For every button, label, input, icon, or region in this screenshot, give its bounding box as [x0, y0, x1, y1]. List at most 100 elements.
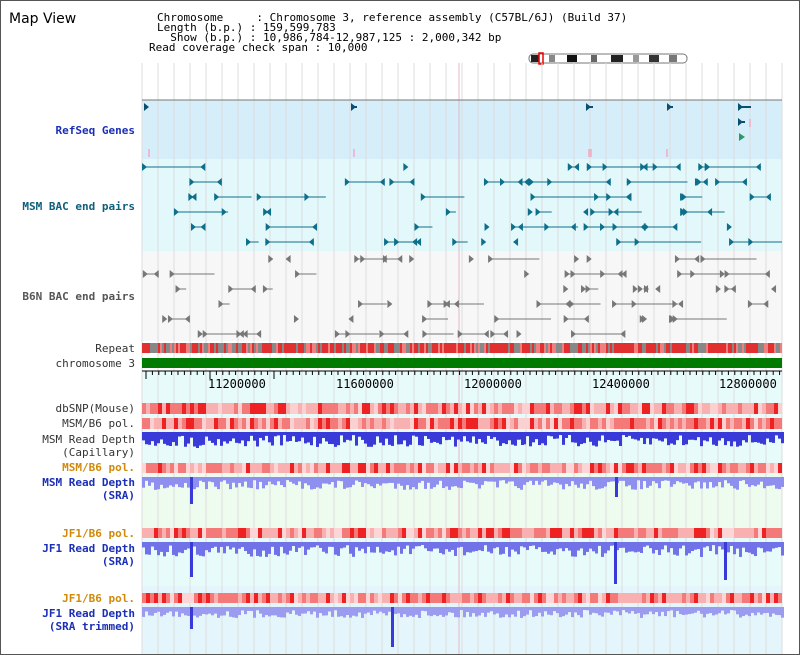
depth-bar: [511, 607, 514, 615]
track-label-jf1-b6-pol-2[interactable]: JF1/B6 pol.: [62, 592, 135, 605]
heat-cell: [510, 403, 514, 414]
repeat-segment: [462, 343, 464, 353]
depth-bar: [160, 542, 163, 552]
track-label-line: (SRA): [101, 489, 135, 502]
heat-cell: [554, 403, 558, 414]
track-label-refseq[interactable]: RefSeq Genes: [55, 124, 135, 137]
depth-bar: [745, 432, 748, 443]
heat-cell: [482, 593, 486, 603]
depth-bar: [631, 542, 634, 552]
depth-bar: [424, 432, 427, 437]
heat-cell: [318, 528, 322, 538]
heat-cell: [162, 418, 166, 429]
heat-cell: [638, 463, 642, 473]
heat-cell: [362, 463, 366, 473]
heat-cell: [262, 528, 266, 538]
depth-bar: [289, 542, 292, 551]
track-label-msm-bac[interactable]: MSM BAC end pairs: [22, 200, 135, 213]
bac-end-marker: [672, 300, 678, 308]
heat-cell: [458, 593, 462, 603]
repeat-segment: [554, 343, 556, 353]
depth-bar: [544, 432, 547, 446]
depth-bar: [649, 432, 652, 445]
heat-cell: [414, 403, 418, 414]
repeat-segment: [756, 343, 758, 353]
depth-bar: [214, 607, 217, 614]
repeat-segment: [434, 343, 436, 353]
depth-bar: [400, 607, 403, 618]
bac-end-marker: [308, 238, 314, 246]
track-label-msm-depth-sra[interactable]: MSM Read Depth (SRA): [1, 476, 135, 502]
repeat-segment: [398, 343, 400, 353]
depth-bar: [418, 542, 421, 547]
repeat-segment: [650, 343, 652, 353]
depth-bar: [220, 607, 223, 616]
depth-bar: [268, 432, 271, 443]
heat-cell: [606, 403, 610, 414]
bac-end-marker: [266, 208, 272, 216]
depth-bar: [508, 432, 511, 441]
depth-bar: [340, 542, 343, 549]
heat-cell: [386, 418, 390, 429]
track-label-dbsnp[interactable]: dbSNP(Mouse): [55, 402, 135, 415]
heat-cell: [358, 403, 362, 414]
depth-bar: [157, 432, 160, 444]
track-label-jf1-depth-trimmed[interactable]: JF1 Read Depth (SRA trimmed): [1, 607, 135, 633]
ideogram-current-region[interactable]: [538, 52, 544, 65]
heat-cell: [682, 418, 686, 429]
depth-bar: [622, 542, 625, 548]
depth-bar: [331, 542, 334, 547]
heat-cell: [738, 528, 742, 538]
depth-bar: [442, 607, 445, 617]
depth-bar: [526, 432, 529, 437]
heat-cell: [370, 418, 374, 429]
heat-cell: [646, 463, 650, 473]
heat-cell: [378, 593, 382, 603]
depth-bar: [421, 542, 424, 546]
bac-end-marker: [620, 330, 626, 338]
depth-bar: [523, 607, 526, 617]
heat-cell: [294, 403, 298, 414]
heat-cell: [258, 528, 262, 538]
depth-bar: [742, 477, 745, 481]
repeat-segment: [272, 343, 274, 353]
track-label-line: JF1 Read Depth: [42, 607, 135, 620]
depth-bar: [238, 477, 241, 483]
track-label-jf1-b6-pol[interactable]: JF1/B6 pol.: [62, 527, 135, 540]
track-label-msm-b6-pol-2[interactable]: MSM/B6 pol.: [62, 461, 135, 474]
heat-cell: [150, 528, 154, 538]
bac-end-marker: [162, 315, 168, 323]
gene-arrow: [738, 118, 743, 126]
bac-end-marker: [763, 300, 769, 308]
repeat-segment: [736, 343, 738, 353]
track-label-b6n-bac[interactable]: B6N BAC end pairs: [22, 290, 135, 303]
track-label-jf1-depth-sra[interactable]: JF1 Read Depth (SRA): [1, 542, 135, 568]
bac-end-marker: [153, 270, 159, 278]
chromosome-ideogram[interactable]: [528, 52, 688, 65]
depth-bar: [718, 432, 721, 441]
heat-cell: [382, 418, 386, 429]
depth-bar: [148, 477, 151, 486]
heat-cell: [398, 418, 402, 429]
heat-cell: [710, 403, 714, 414]
heat-cell: [502, 593, 506, 603]
depth-bar: [451, 607, 454, 613]
depth-bar: [214, 477, 217, 487]
bac-end-marker: [265, 223, 271, 231]
track-label-msm-b6-pol[interactable]: MSM/B6 pol.: [62, 417, 135, 430]
heat-cell: [342, 463, 346, 473]
track-label-repeat[interactable]: Repeat: [95, 342, 135, 355]
depth-bar: [778, 542, 781, 548]
coverage-span-info: Read coverage check span : 10,000: [149, 41, 368, 54]
heat-cell: [270, 463, 274, 473]
track-label-chromosome[interactable]: chromosome 3: [55, 357, 135, 370]
depth-bar: [667, 432, 670, 446]
depth-bar: [154, 477, 157, 490]
track-label-msm-depth-capillary[interactable]: MSM Read Depth (Capillary): [1, 433, 135, 459]
depth-bar: [664, 432, 667, 439]
depth-bar: [163, 432, 166, 444]
depth-bar: [709, 542, 712, 552]
depth-bar: [379, 607, 382, 612]
heat-cell: [298, 528, 302, 538]
